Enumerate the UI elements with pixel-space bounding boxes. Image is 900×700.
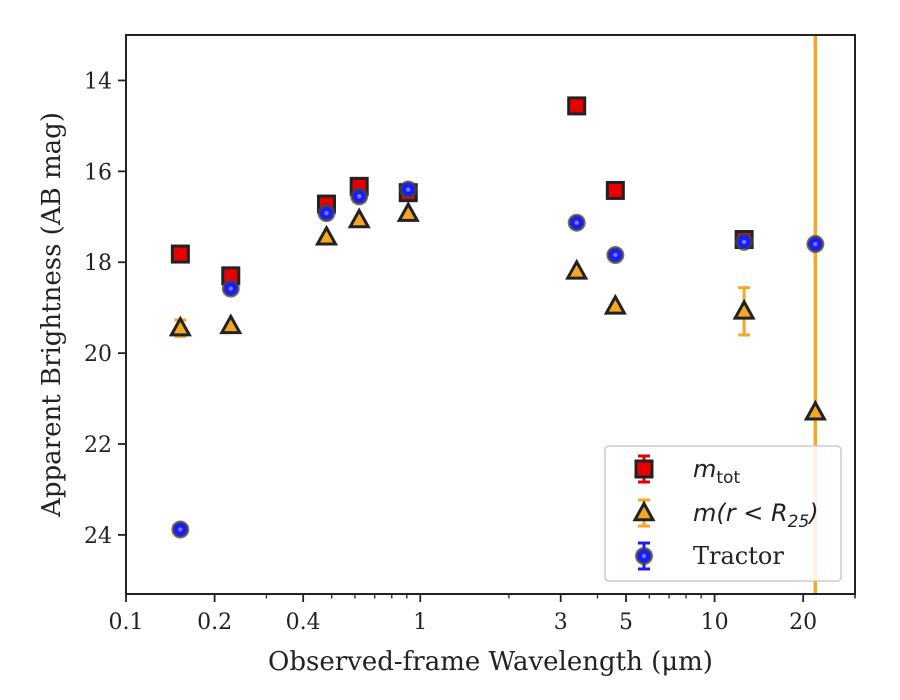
tractor-point-5-highlight xyxy=(574,220,579,225)
legend-box xyxy=(604,445,842,582)
y-tick-label-2: 18 xyxy=(84,251,112,276)
y-tick-label-1: 16 xyxy=(84,160,112,185)
tractor-point-2-highlight xyxy=(324,210,329,216)
x-tick-label-3: 1 xyxy=(413,610,427,635)
x-tick-label-1: 0.2 xyxy=(197,610,232,635)
tractor-point-3-highlight xyxy=(356,194,362,199)
y-tick-label-5: 24 xyxy=(84,524,112,549)
legend-mr25-marker xyxy=(632,500,656,522)
x-axis-label: Observed-frame Wavelength (μm) xyxy=(268,647,713,677)
legend-tractor-marker-highlight xyxy=(641,553,647,559)
legend-tractor-label: Tractor xyxy=(693,542,784,570)
mr25-point-2 xyxy=(314,224,339,246)
mr25-point-1 xyxy=(219,313,243,335)
data-marks xyxy=(168,35,827,594)
x-tick-label-0: 0.1 xyxy=(109,610,144,635)
mr25-point-3 xyxy=(347,207,371,229)
mr25-point-7 xyxy=(732,298,756,320)
tractor-point-7-highlight xyxy=(741,239,747,244)
legend-mtot-marker xyxy=(634,459,654,479)
y-axis-label: Apparent Brightness (AB mag) xyxy=(37,112,67,518)
mr25-point-8 xyxy=(803,399,827,421)
x-tick-label-6: 10 xyxy=(701,610,729,635)
x-tick-label-5: 5 xyxy=(619,610,633,635)
legend-mr25-label: m(r < R25) xyxy=(693,499,819,532)
tractor-point-8-highlight xyxy=(813,241,818,247)
legend-mtot-label: mtot xyxy=(693,455,740,488)
mr25-point-4 xyxy=(396,201,420,222)
tractor-point-6-highlight xyxy=(613,252,618,258)
tractor-point-4-highlight xyxy=(406,187,411,192)
plot-frame xyxy=(125,34,856,595)
tractor-point-0-highlight xyxy=(178,527,183,532)
axes: 0.1 0.2 0.4 1 3 5 10 20 14 16 18 20 22 24 xyxy=(84,34,856,635)
mtot-point-6 xyxy=(605,180,625,200)
x-tick-label-2: 0.4 xyxy=(286,610,321,635)
mtot-point-0 xyxy=(170,244,190,264)
legend: mtot m(r < R25) Tractor xyxy=(604,445,842,582)
y-tick-label-0: 14 xyxy=(84,69,112,94)
mr25-point-0 xyxy=(168,315,192,337)
mr25-point-6 xyxy=(603,293,627,315)
y-tick-label-4: 22 xyxy=(84,433,112,458)
mr25-point-5 xyxy=(565,258,589,280)
x-tick-label-7: 20 xyxy=(789,610,817,635)
mtot-point-5 xyxy=(567,96,587,116)
tractor-point-1-highlight xyxy=(228,286,233,291)
x-tick-label-4: 3 xyxy=(554,610,568,635)
y-tick-label-3: 20 xyxy=(84,342,112,367)
